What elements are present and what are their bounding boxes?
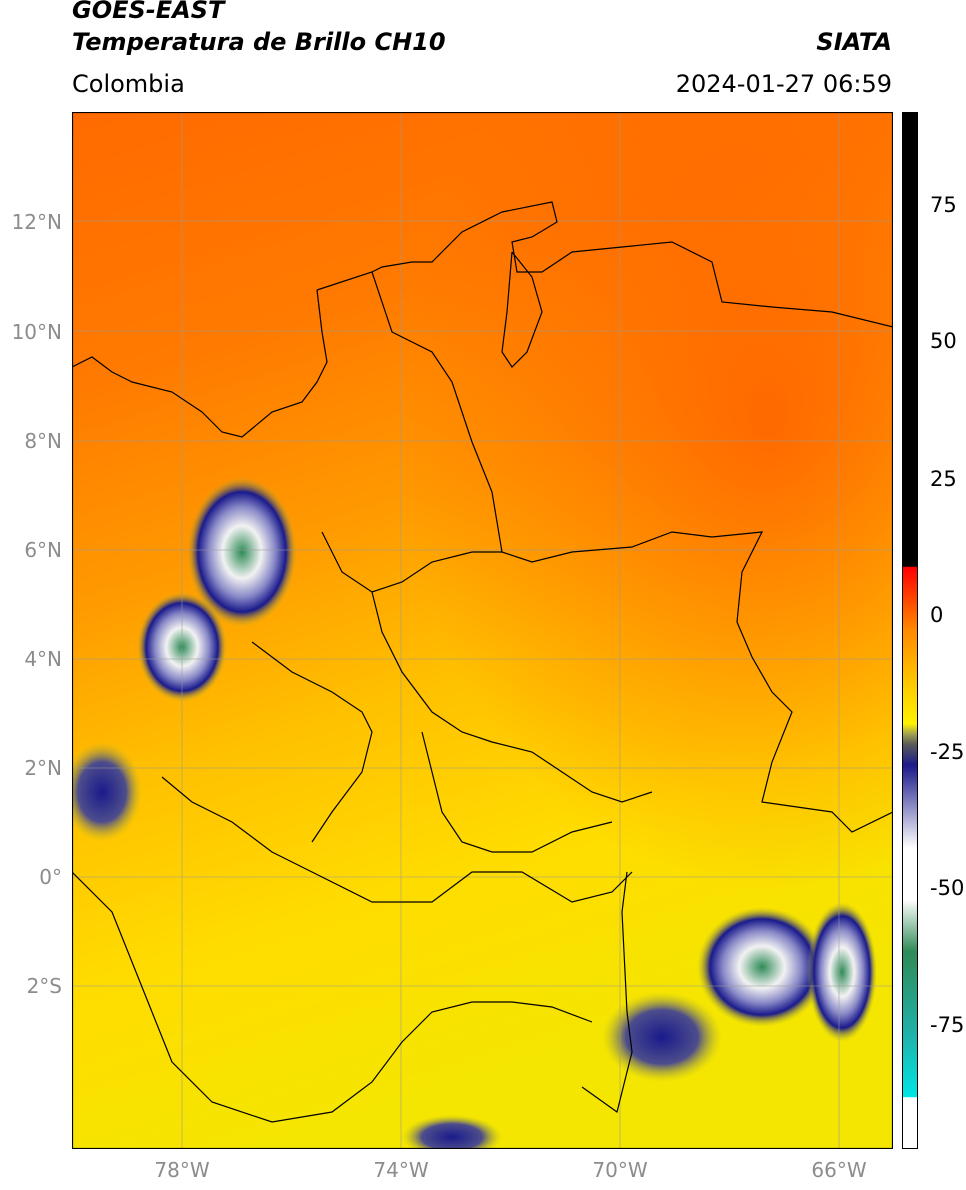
- map-frame: [72, 112, 893, 1149]
- lat-tick-2s: 2°S: [26, 974, 62, 998]
- cb-label-minus25: -25: [930, 740, 965, 764]
- lat-tick-10n: 10°N: [11, 320, 62, 344]
- cb-label-75: 75: [930, 193, 957, 217]
- internal-boundaries-2: [251, 641, 613, 853]
- satellite-title: GOES-EAST: [72, 0, 225, 24]
- lon-tick-78w: 78°W: [154, 1158, 210, 1182]
- lat-tick-2n: 2°N: [24, 756, 62, 780]
- gridlines: [72, 112, 893, 1149]
- brightness-temperature-map: [72, 112, 893, 1149]
- lon-tick-70w: 70°W: [592, 1158, 648, 1182]
- internal-boundaries: [321, 531, 653, 803]
- brand-label: SIATA: [816, 28, 892, 56]
- colorbar: [902, 112, 918, 1149]
- country-borders: [72, 201, 893, 1123]
- datetime-label: 2024-01-27 06:59: [675, 70, 892, 98]
- cloud-amazon-east: [697, 907, 827, 1027]
- region-label: Colombia: [72, 70, 185, 98]
- cb-label-25: 25: [930, 467, 957, 491]
- lat-tick-6n: 6°N: [24, 538, 62, 562]
- colorbar-fill: [902, 112, 918, 1149]
- brazil-border: [581, 871, 633, 1114]
- cloud-bottom: [402, 1115, 502, 1149]
- lat-tick-12n: 12°N: [11, 210, 62, 234]
- cloud-masses: [72, 477, 877, 1149]
- ecuador-peru-border: [161, 776, 633, 903]
- cloud-pacific-north: [187, 477, 297, 627]
- lat-tick-0: 0°: [39, 865, 62, 889]
- cloud-amazon-far-east: [807, 902, 877, 1042]
- product-title: Temperatura de Brillo CH10: [72, 28, 446, 56]
- lon-tick-74w: 74°W: [373, 1158, 429, 1182]
- panama-border: [72, 289, 328, 438]
- coastline-south: [72, 871, 593, 1123]
- cb-label-0: 0: [930, 603, 944, 627]
- caribbean-coast: [316, 201, 893, 328]
- cloud-amazon-south: [602, 992, 722, 1082]
- maracaibo-lake: [501, 251, 543, 368]
- lat-tick-8n: 8°N: [24, 429, 62, 453]
- cb-label-minus75: -75: [930, 1013, 965, 1037]
- lon-tick-66w: 66°W: [811, 1158, 867, 1182]
- venezuela-border: [371, 271, 893, 833]
- lat-tick-4n: 4°N: [24, 647, 62, 671]
- cb-label-minus50: -50: [930, 876, 965, 900]
- cb-label-50: 50: [930, 329, 957, 353]
- cloud-pacific-south: [72, 742, 142, 842]
